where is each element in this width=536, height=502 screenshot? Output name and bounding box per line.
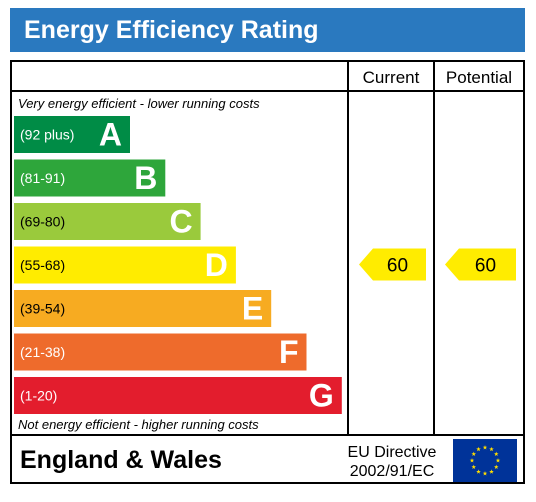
bottom-note: Not energy efficient - higher running co… — [18, 417, 259, 432]
eu-star-icon — [493, 451, 499, 456]
band-a-range: (92 plus) — [20, 127, 74, 143]
band-d-range: (55-68) — [20, 257, 65, 273]
current-value: 60 — [387, 256, 408, 277]
band-g-letter: G — [309, 378, 334, 414]
current-column-header: Current — [362, 68, 420, 87]
band-c-letter: C — [169, 204, 192, 240]
eu-star-icon — [482, 471, 488, 476]
band-e-range: (39-54) — [20, 301, 65, 317]
directive-line-2: 2002/91/EC — [349, 463, 435, 480]
eu-star-icon — [489, 446, 494, 452]
band-b-letter: B — [134, 160, 157, 196]
potential-column-divider — [433, 62, 435, 436]
top-note: Very energy efficient - lower running co… — [18, 96, 260, 111]
title-bar: Energy Efficiency Rating — [10, 8, 525, 52]
eu-star-icon — [482, 445, 488, 450]
band-g — [14, 377, 342, 414]
band-b — [14, 159, 166, 197]
band-f-range: (21-38) — [20, 344, 65, 360]
eu-star-icon — [489, 469, 494, 474]
band-a — [14, 116, 130, 153]
potential-column-header: Potential — [445, 68, 513, 87]
band-g-range: (1-20) — [20, 388, 57, 404]
band-b-range: (81-91) — [20, 170, 65, 186]
eu-directive: EU Directive 2002/91/EC — [342, 443, 442, 481]
rating-bands: (92 plus) A (81-91) B (69-80) C (55-68) D (39-54… — [14, 116, 516, 414]
eu-star-icon — [476, 446, 481, 452]
eu-star-icon — [471, 451, 477, 456]
eu-flag-icon — [453, 439, 517, 482]
band-c — [14, 203, 201, 240]
band-a-letter: A — [99, 117, 122, 153]
header-divider — [12, 90, 523, 92]
eu-star-icon — [469, 458, 475, 463]
region-label: England & Wales — [20, 446, 222, 474]
page-title: Energy Efficiency Rating — [24, 16, 319, 44]
band-e — [14, 290, 272, 327]
current-arrow — [359, 248, 426, 281]
band-f-letter: F — [279, 334, 299, 370]
band-f — [14, 333, 307, 371]
eu-star-icon — [493, 464, 499, 469]
current-column-divider — [347, 62, 349, 436]
footer-divider — [12, 434, 523, 436]
band-d — [14, 246, 236, 284]
band-e-letter: E — [242, 291, 263, 327]
eu-star-icon — [495, 458, 501, 463]
potential-arrow — [445, 248, 516, 281]
directive-line-1: EU Directive — [347, 444, 437, 461]
band-d-letter: D — [205, 247, 228, 283]
eu-star-icon — [476, 469, 481, 474]
eu-star-icon — [471, 464, 477, 469]
band-c-range: (69-80) — [20, 214, 65, 230]
potential-value: 60 — [475, 256, 496, 277]
rating-table: Current Potential Very energy efficient … — [10, 60, 525, 484]
